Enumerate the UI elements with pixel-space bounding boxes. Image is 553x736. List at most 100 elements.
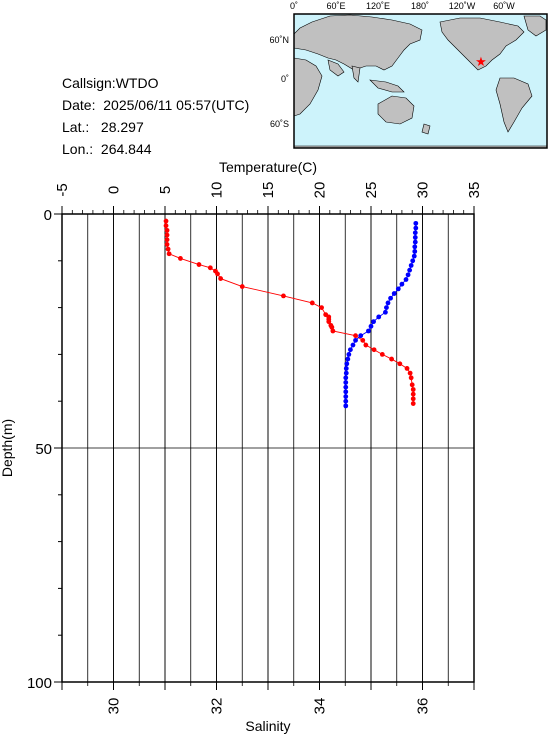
salinity-point xyxy=(412,244,418,250)
salinity-point xyxy=(410,258,416,264)
salinity-point xyxy=(413,220,419,226)
salinity-point xyxy=(358,333,364,339)
data-series xyxy=(163,218,419,409)
date-label: Date: xyxy=(62,97,96,113)
callsign: Callsign:WTDO xyxy=(62,75,159,91)
salinity-point xyxy=(344,361,350,367)
salinity-point xyxy=(412,235,418,240)
top-axis-tick-label: 30 xyxy=(415,182,432,199)
top-axis-title: Temperature(C) xyxy=(219,159,317,175)
salinity-point xyxy=(345,356,351,362)
salinity-point xyxy=(412,239,418,245)
salinity-point xyxy=(395,286,401,292)
temperature-point xyxy=(330,328,336,334)
temperature-point xyxy=(397,361,403,367)
salinity-point xyxy=(391,291,397,296)
temperature-point xyxy=(371,347,377,353)
temperature-point xyxy=(218,276,224,281)
temperature-point xyxy=(329,324,335,330)
top-axis-tick-label: 5 xyxy=(157,186,174,194)
temperature-point xyxy=(164,237,170,243)
salinity-point xyxy=(408,263,414,268)
top-axis-tick-label: 20 xyxy=(312,182,329,199)
salinity-point xyxy=(385,300,391,306)
map-label-60w: 60˚W xyxy=(493,1,515,11)
salinity-point xyxy=(353,337,358,343)
map-label-0e: 0˚ xyxy=(290,1,298,11)
grid-lines xyxy=(62,214,474,682)
salinity-point xyxy=(346,352,352,357)
latitude-row: Lat.: 28.297 xyxy=(62,116,249,138)
salinity-point xyxy=(348,347,353,353)
salinity-point xyxy=(413,225,419,231)
salinity-point xyxy=(384,305,389,310)
temperature-point xyxy=(239,284,245,289)
salinity-point xyxy=(343,403,349,409)
salinity-point xyxy=(407,267,413,273)
salinity-point xyxy=(371,319,376,325)
map-top-labels: 0˚ 60˚E 120˚E 180˚ 120˚W 60˚W xyxy=(290,1,515,11)
y-axis-tick-label: 100 xyxy=(27,675,52,692)
salinity-point xyxy=(411,253,417,259)
salinity-point xyxy=(343,384,349,390)
top-axis-tick-label: 10 xyxy=(209,182,226,199)
temperature-point xyxy=(164,242,170,247)
map-side-labels: 60˚N 0˚ 60˚S xyxy=(269,35,289,129)
top-axis-tick-label: 0 xyxy=(106,186,123,194)
date-row: Date: 2025/06/11 05:57(UTC) xyxy=(62,94,249,116)
map-label-60s: 60˚S xyxy=(270,119,289,129)
salinity-point xyxy=(368,323,374,329)
temperature-point xyxy=(163,218,169,224)
temperature-point xyxy=(163,223,169,229)
bottom-axis-tick-label: 36 xyxy=(415,698,432,715)
latitude-value: 28.297 xyxy=(100,119,144,135)
temperature-point xyxy=(407,370,413,376)
salinity-line xyxy=(345,223,417,406)
temperature-point xyxy=(178,256,183,261)
salinity-point xyxy=(403,277,409,282)
temperature-point xyxy=(409,382,415,388)
temperature-point xyxy=(410,396,416,402)
bottom-axis-tick-label: 32 xyxy=(209,698,226,715)
world-map: 0˚ 60˚E 120˚E 180˚ 120˚W 60˚W 60˚N 0˚ 60… xyxy=(269,1,548,149)
temperature-point xyxy=(360,337,366,343)
y-axis-tick-label: 50 xyxy=(35,441,52,458)
bottom-axis-tick-label: 34 xyxy=(312,698,329,715)
temperature-point xyxy=(379,352,385,357)
temperature-point xyxy=(165,246,171,252)
station-marker-icon: ★ xyxy=(475,54,487,69)
top-axis-tick-label: -5 xyxy=(54,183,71,196)
salinity-point xyxy=(366,328,371,334)
temperature-point xyxy=(207,265,213,271)
temperature-point xyxy=(408,375,414,381)
top-axis-tick-label: 25 xyxy=(363,182,380,199)
map-label-120w: 120˚W xyxy=(449,1,476,11)
temperature-point xyxy=(410,401,416,406)
salinity-point xyxy=(343,398,349,404)
y-axis-title: Depth(m) xyxy=(0,419,15,477)
y-axis-tick-label: 0 xyxy=(44,207,52,224)
temperature-point xyxy=(281,293,286,299)
salinity-point xyxy=(376,314,382,320)
map-label-60n: 60˚N xyxy=(269,35,289,45)
salinity-point xyxy=(343,370,349,376)
salinity-point xyxy=(343,389,349,395)
map-label-180: 180˚ xyxy=(411,1,429,11)
salinity-point xyxy=(343,394,349,399)
longitude-value: 264.844 xyxy=(100,141,152,157)
salinity-point xyxy=(343,375,349,381)
salinity-point xyxy=(388,295,393,301)
temperature-point xyxy=(309,300,315,306)
salinity-point xyxy=(412,249,418,254)
temperature-point xyxy=(389,356,394,362)
map-label-120e: 120˚E xyxy=(366,1,390,11)
salinity-point xyxy=(383,309,388,315)
salinity-point xyxy=(412,230,418,236)
temperature-point xyxy=(363,342,369,348)
temperature-point xyxy=(326,319,332,325)
temperature-point xyxy=(319,305,324,310)
temperature-point xyxy=(215,271,220,277)
bottom-axis-tick-label: 30 xyxy=(106,698,123,715)
